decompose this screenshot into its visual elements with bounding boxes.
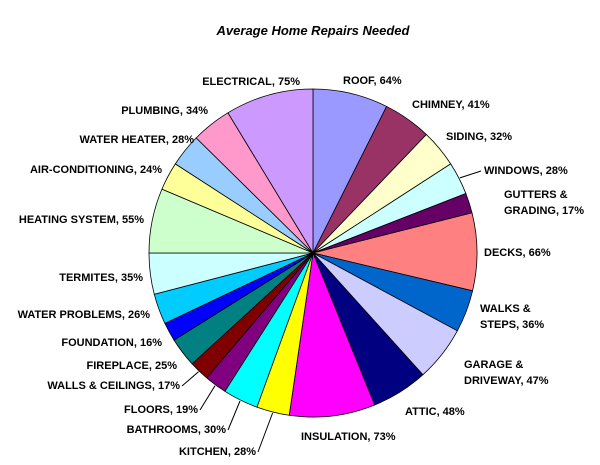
slice-label: AIR-CONDITIONING, 24%: [30, 164, 162, 176]
slice-label: INSULATION, 73%: [301, 431, 396, 443]
leader-line: [257, 412, 274, 453]
slice-label: FIREPLACE, 25%: [87, 360, 178, 372]
leader-lines: [181, 170, 482, 453]
chart-title: Average Home Repairs Needed: [216, 23, 411, 38]
slice-label: WALLS & CEILINGS, 17%: [47, 380, 180, 392]
pie-slices: [148, 88, 478, 418]
slice-label: GARAGE &: [464, 359, 523, 371]
slice-label: DECKS, 66%: [484, 247, 551, 259]
slice-label: ROOF, 64%: [343, 75, 402, 87]
slice-label: WATER PROBLEMS, 26%: [18, 309, 151, 321]
slice-label: FLOORS, 19%: [124, 404, 198, 416]
pie-slice: [227, 88, 314, 255]
leader-line: [199, 385, 216, 411]
slice-label: WALKS &: [480, 303, 531, 315]
pie-slice: [288, 251, 376, 418]
slice-label: KITCHEN, 28%: [179, 446, 256, 458]
slice-label: WINDOWS, 28%: [484, 165, 568, 177]
slice-label: SIDING, 32%: [446, 131, 512, 143]
slice-label: STEPS, 36%: [480, 319, 544, 331]
slice-label: ELECTRICAL, 75%: [202, 76, 300, 88]
slice-label: BATHROOMS, 30%: [127, 424, 227, 436]
leader-line: [181, 371, 199, 387]
slice-label: TERMITES, 35%: [59, 272, 143, 284]
slice-label: DRIVEWAY, 47%: [464, 375, 549, 387]
leader-line: [459, 170, 482, 179]
slice-label: HEATING SYSTEM, 55%: [19, 214, 144, 226]
slice-label: CHIMNEY, 41%: [412, 99, 490, 111]
slice-label: GRADING, 17%: [504, 205, 584, 217]
slice-label: PLUMBING, 34%: [121, 105, 208, 117]
slice-label: ATTIC, 48%: [405, 406, 465, 418]
leader-line: [227, 400, 241, 431]
slice-label: FOUNDATION, 16%: [61, 337, 162, 349]
slice-label: GUTTERS &: [504, 189, 568, 201]
slice-labels: ROOF, 64% CHIMNEY, 41% SIDING, 32% WINDOWS,…: [18, 75, 585, 458]
slice-label: WATER HEATER, 28%: [80, 134, 195, 146]
